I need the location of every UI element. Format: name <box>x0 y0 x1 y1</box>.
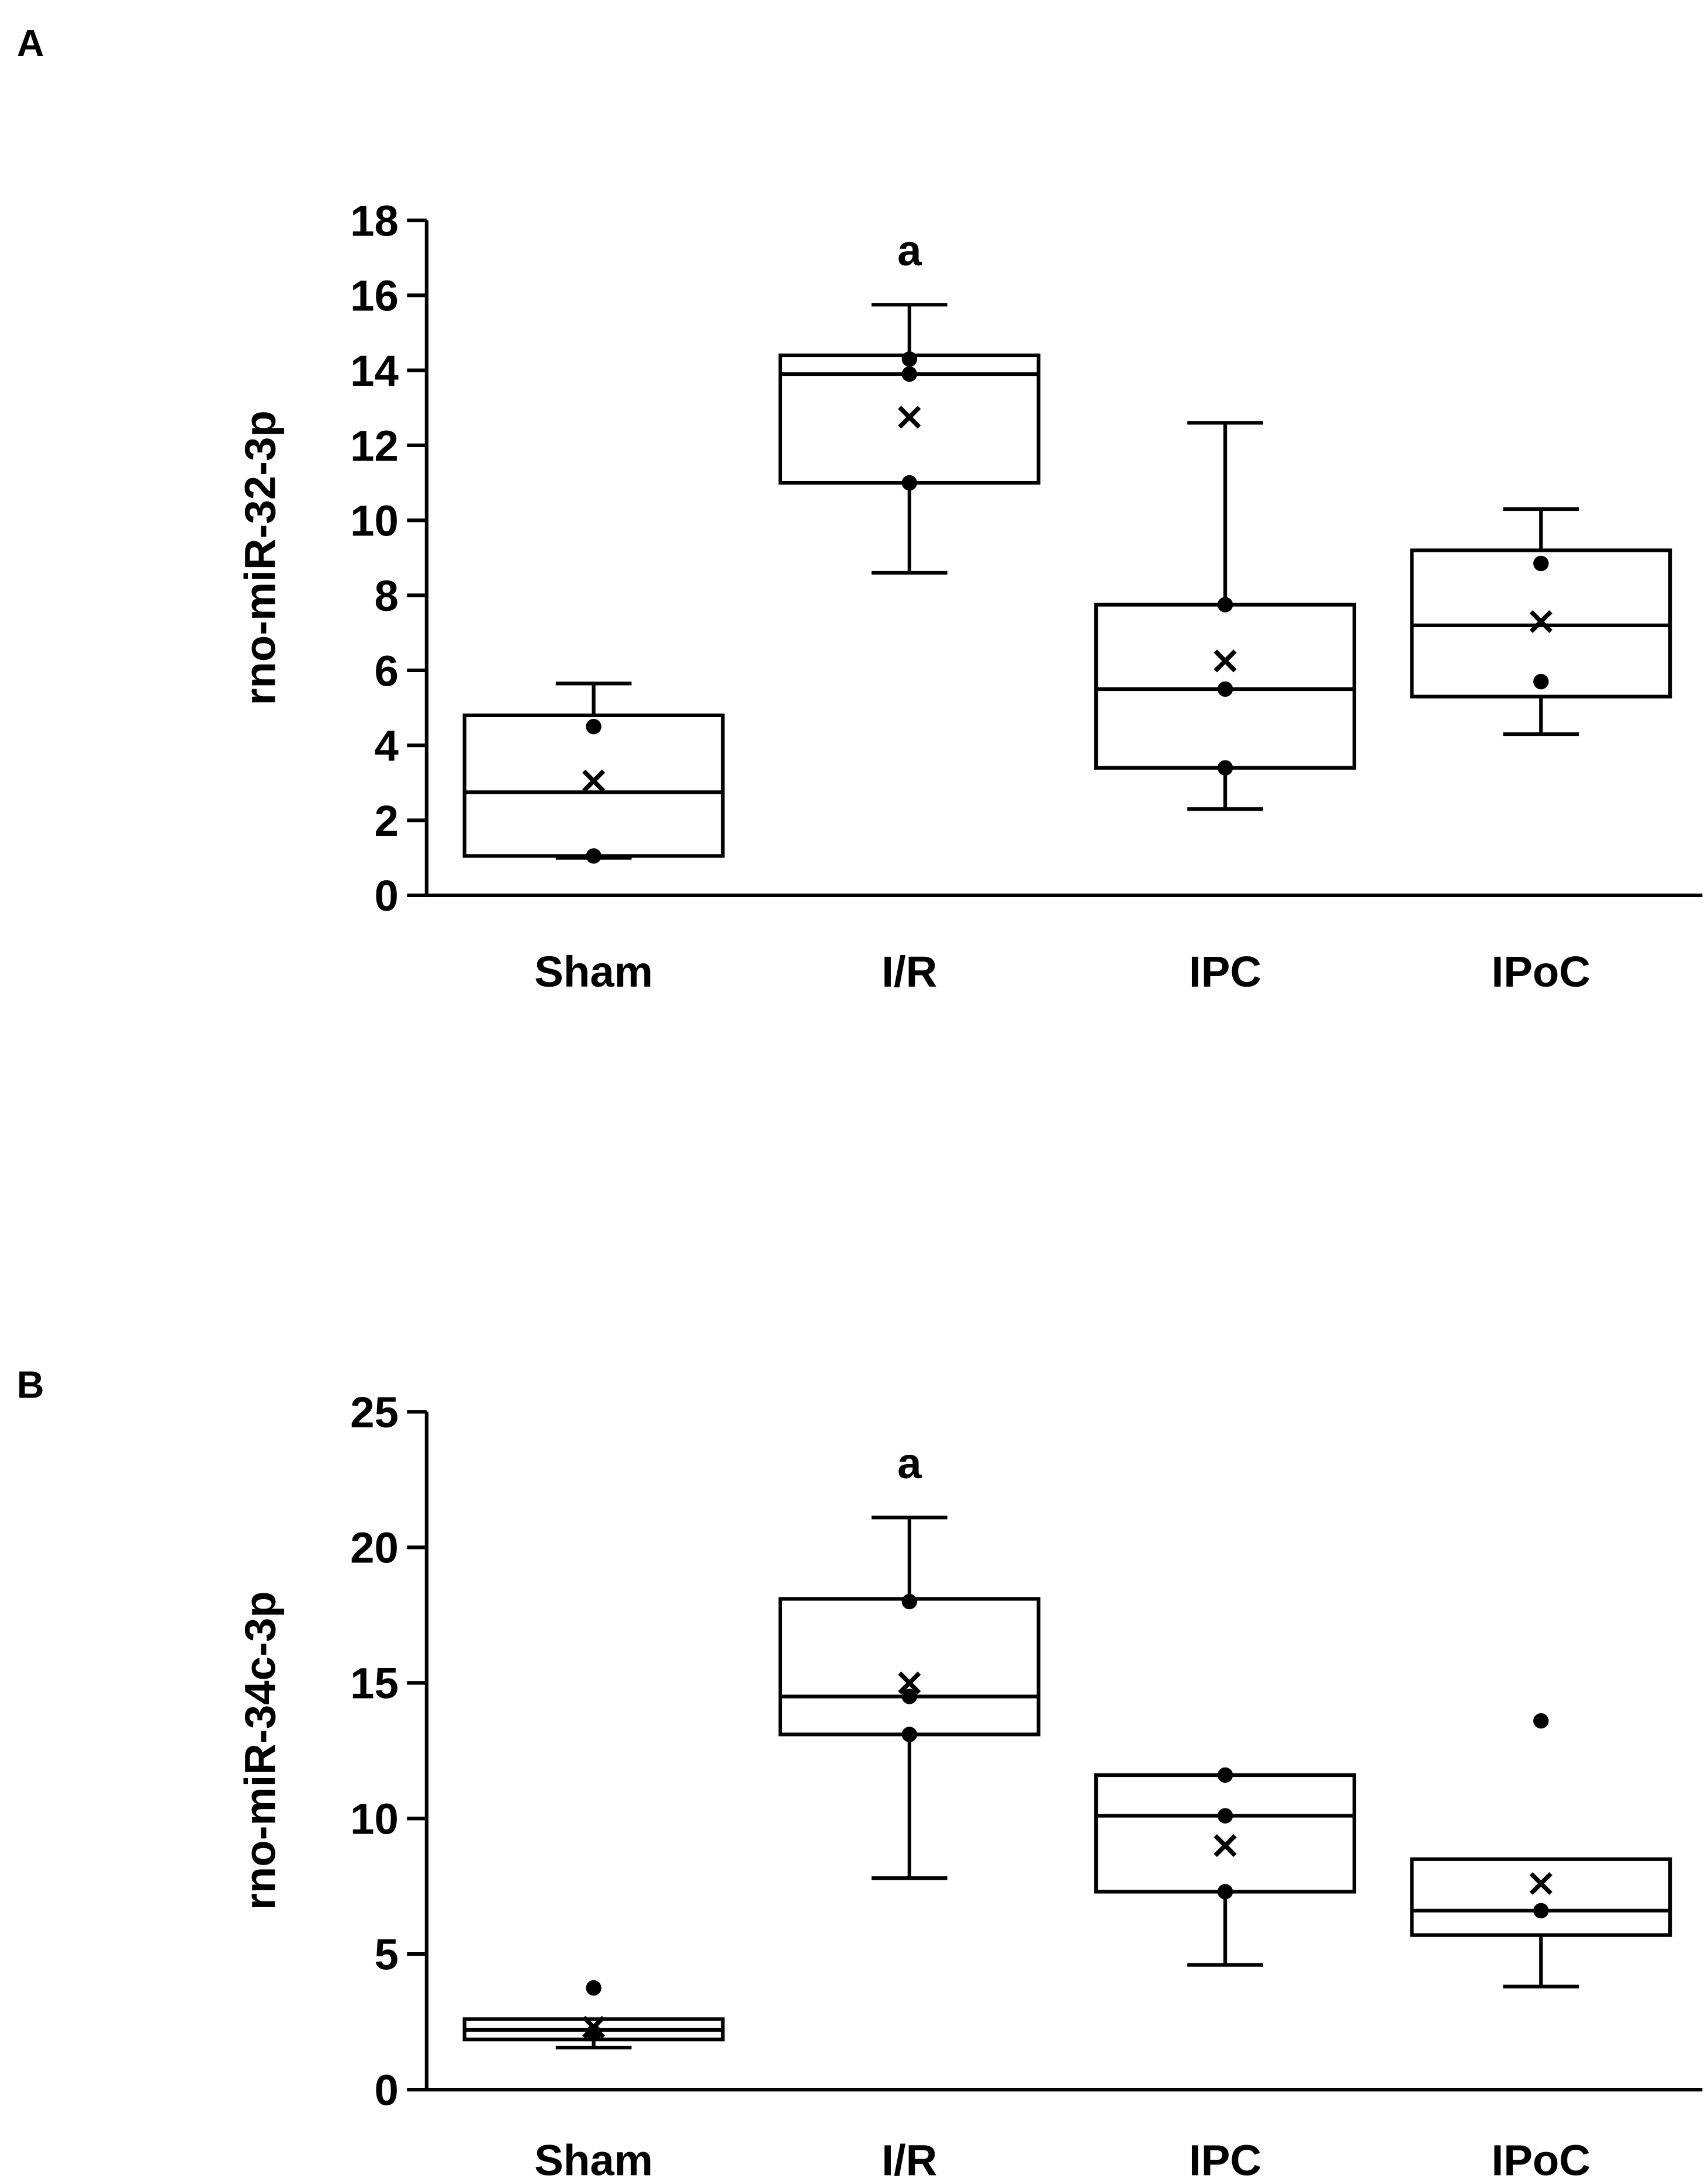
data-point <box>901 366 918 382</box>
box <box>1410 548 1672 698</box>
box-group <box>462 1980 725 2050</box>
y-tick-label: 6 <box>374 646 398 695</box>
data-point <box>1533 1713 1549 1729</box>
mean-marker-stroke <box>1529 610 1553 633</box>
y-tick-label: 2 <box>374 797 398 845</box>
significance-label: a <box>897 226 922 275</box>
box <box>1410 1857 1672 1937</box>
box-group <box>1410 507 1672 736</box>
data-point <box>901 351 918 367</box>
box-group <box>1094 421 1357 811</box>
data-point <box>1533 673 1549 690</box>
data-point <box>1217 597 1233 613</box>
mean-marker <box>582 769 606 793</box>
data-point <box>586 1980 601 1996</box>
panel-label: B <box>17 1363 44 1406</box>
data-point <box>1217 760 1233 776</box>
y-tick-label: 10 <box>350 1795 399 1843</box>
data-point <box>901 1593 918 1610</box>
mean-marker <box>898 1671 921 1694</box>
mean-marker <box>1213 649 1237 673</box>
y-tick-label: 12 <box>350 421 399 470</box>
y-tick-label: 20 <box>350 1524 399 1572</box>
y-tick-label: 0 <box>374 2066 398 2114</box>
mean-marker <box>1529 1872 1553 1896</box>
y-tick-label: 15 <box>350 1659 399 1708</box>
mean-marker-stroke <box>582 769 606 793</box>
data-point <box>901 1727 918 1742</box>
box <box>778 1597 1040 1737</box>
box-group <box>1410 1713 1672 1988</box>
y-axis-title: rno-miR-34c-3p <box>236 1591 285 1910</box>
x-category-label: IPC <box>1189 947 1261 996</box>
y-tick-label: 8 <box>374 572 398 620</box>
box-group <box>1094 1767 1357 1967</box>
y-tick-label: 14 <box>350 347 399 395</box>
mean-marker-stroke <box>898 406 921 429</box>
y-tick-label: 25 <box>350 1388 399 1437</box>
mean-marker <box>898 406 921 429</box>
y-tick-label: 10 <box>350 497 399 545</box>
x-category-label: Sham <box>534 2136 653 2179</box>
panel-b-chart: B 0 5 10 15 20 25 rno-miR-34c-3p Sham I/R IPC IPoC a <box>17 1363 1703 2179</box>
mean-marker <box>1213 1834 1237 1858</box>
data-point <box>1217 1808 1233 1824</box>
y-tick-label: 5 <box>374 1931 398 1979</box>
x-category-label: Sham <box>534 947 653 996</box>
y-tick-label: 0 <box>374 871 398 920</box>
mean-marker-stroke <box>1213 649 1237 673</box>
mean-marker <box>1529 610 1553 633</box>
mean-marker-stroke <box>898 1671 921 1694</box>
data-point <box>1533 1903 1549 1919</box>
y-tick-label: 16 <box>350 272 399 320</box>
panel-a-chart: A 0 2 4 6 8 10 12 14 16 18 rno-miR-32-3p Sham I/R IPC I… <box>17 22 1703 996</box>
y-axis-title: rno-miR-32-3p <box>236 410 285 705</box>
data-point <box>1217 1767 1233 1783</box>
box-group <box>462 682 725 864</box>
box-group: a <box>778 1439 1040 1880</box>
mean-marker <box>582 2015 606 2039</box>
mean-marker-stroke <box>582 2015 606 2039</box>
data-point <box>1533 555 1549 572</box>
x-category-label: I/R <box>881 2136 937 2179</box>
data-point <box>901 1689 918 1704</box>
box-group: a <box>778 226 1040 575</box>
box <box>1094 1773 1357 1894</box>
data-point <box>1217 681 1233 697</box>
data-point <box>586 718 601 735</box>
significance-label: a <box>897 1439 922 1488</box>
data-point <box>586 848 601 864</box>
x-category-label: IPC <box>1189 2136 1261 2179</box>
x-category-label: I/R <box>881 947 937 996</box>
data-point <box>901 475 918 491</box>
x-category-label: IPoC <box>1492 2136 1591 2179</box>
data-point <box>1217 1884 1233 1900</box>
box <box>462 713 725 858</box>
mean-marker-stroke <box>1213 1834 1237 1858</box>
panel-label: A <box>17 22 44 64</box>
x-category-label: IPoC <box>1492 947 1591 996</box>
y-tick-label: 4 <box>374 722 398 770</box>
mean-marker-stroke <box>1529 1872 1553 1896</box>
y-tick-label: 18 <box>350 196 399 245</box>
